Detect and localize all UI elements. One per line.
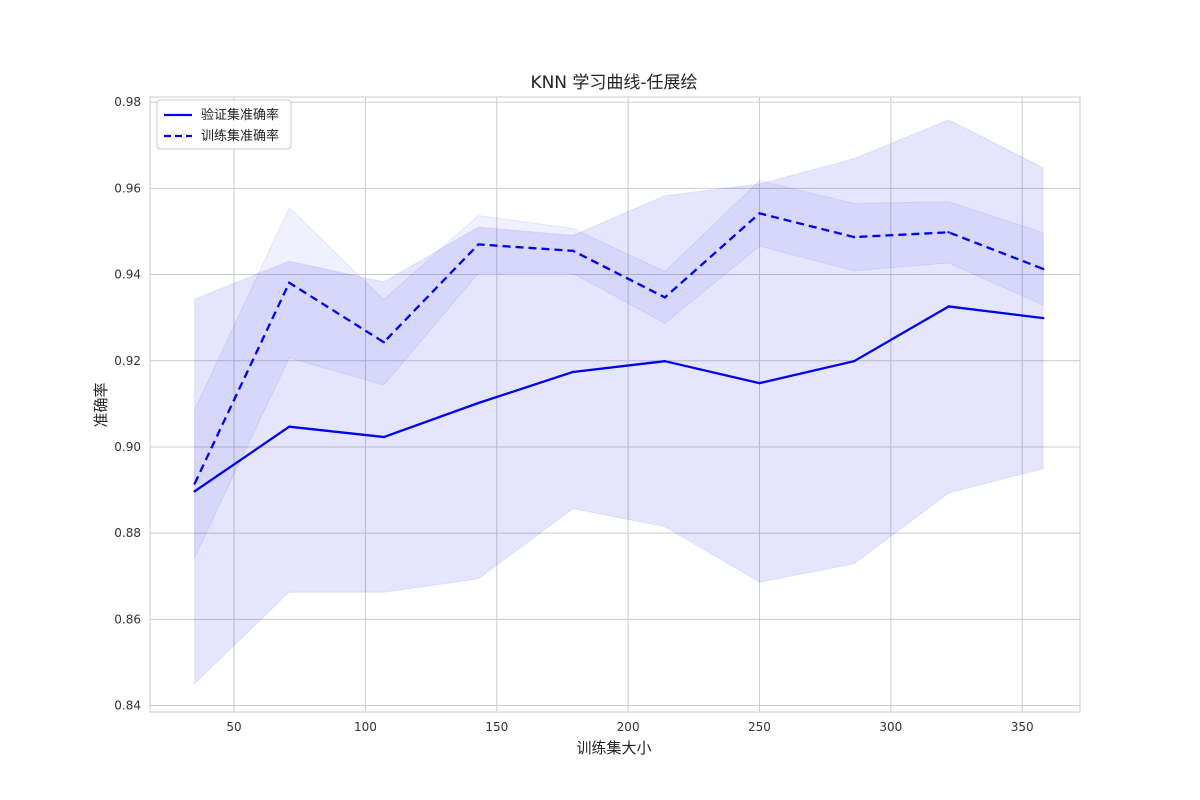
legend-label-training: 训练集准确率	[201, 128, 279, 144]
series-line-training	[193, 212, 1044, 485]
data-point	[947, 305, 950, 308]
grid	[150, 97, 1080, 712]
y-tick-label: 0.94	[114, 268, 141, 282]
data-point	[382, 435, 386, 439]
band-training	[194, 180, 1044, 558]
series-lines	[193, 212, 1045, 493]
legend-label-validation: 验证集准确率	[201, 107, 279, 123]
data-point	[852, 235, 856, 239]
x-tick-label: 50	[226, 720, 241, 734]
data-point	[382, 341, 386, 344]
data-point	[663, 296, 667, 299]
data-point	[571, 370, 575, 374]
data-point	[193, 482, 196, 485]
series-line-validation	[194, 305, 1044, 493]
x-tick-label: 100	[354, 720, 377, 734]
data-point	[288, 281, 291, 284]
y-axis-label: 准确率	[92, 382, 110, 427]
data-point	[1042, 267, 1045, 271]
data-point	[947, 231, 950, 234]
y-axis-ticks: 0.84 0.86 0.88 0.90 0.92 0.94 0.96 0.98	[114, 95, 141, 712]
y-tick-label: 0.90	[114, 440, 141, 454]
x-axis-ticks: 50 100 150 200 250 300 350	[226, 720, 1033, 734]
x-tick-label: 300	[879, 720, 902, 734]
data-point	[193, 490, 196, 493]
y-tick-label: 0.92	[114, 354, 141, 368]
x-tick-label: 250	[748, 720, 771, 734]
data-point	[1042, 316, 1045, 320]
y-tick-label: 0.96	[114, 181, 141, 195]
y-tick-label: 0.88	[114, 526, 141, 540]
y-tick-label: 0.98	[114, 95, 141, 109]
x-tick-label: 150	[485, 720, 508, 734]
band-validation	[194, 119, 1044, 685]
data-point	[663, 359, 667, 363]
y-tick-label: 0.84	[114, 699, 141, 713]
data-point	[852, 359, 856, 363]
x-tick-label: 350	[1011, 720, 1034, 734]
x-axis-label: 训练集大小	[576, 739, 651, 757]
data-point	[571, 249, 575, 253]
legend: 验证集准确率 训练集准确率	[156, 99, 292, 150]
data-point	[477, 243, 480, 246]
data-point	[477, 401, 480, 405]
chart-title: KNN 学习曲线-任展绘	[530, 73, 697, 93]
data-point	[758, 212, 761, 215]
data-point	[758, 381, 761, 385]
plot-frame	[149, 96, 1081, 713]
y-tick-label: 0.86	[114, 612, 141, 626]
x-tick-label: 200	[617, 720, 640, 734]
data-point	[288, 425, 291, 428]
confidence-bands	[194, 119, 1044, 685]
